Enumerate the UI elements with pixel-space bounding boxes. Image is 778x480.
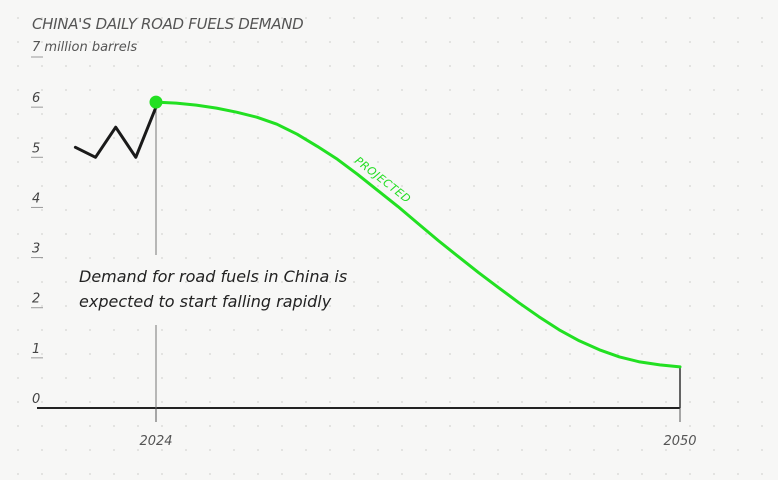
annotation-line-1: Demand for road fuels in China is [79,267,347,286]
y-tick-label: 1 [32,342,40,357]
chart-title: CHINA'S DAILY ROAD FUELS DEMAND [32,15,303,33]
y-tick-label: 3 [32,242,40,257]
y-tick-label: 2 [32,292,40,307]
series-lines [73,95,682,369]
historical-series-line [73,105,158,159]
y-tick-label: 0 [32,392,40,407]
x-tick-label: 2050 [663,434,696,449]
y-tick-label: 6 [32,91,40,106]
y-tick-label: 4 [32,191,40,206]
projected-label: PROJECTED [352,154,413,206]
highlight-point [149,95,163,109]
guide-lines [155,102,681,408]
x-axis: 2024 2050 [37,407,697,449]
x-tick-label: 2024 [139,434,172,449]
annotation-line-2: expected to start falling rapidly [79,292,332,311]
chart-subtitle: 7 million barrels [32,40,137,55]
y-tick-label: 5 [32,141,40,156]
y-axis: 0 1 2 3 4 5 6 [31,56,43,407]
projected-series-line [154,100,682,369]
